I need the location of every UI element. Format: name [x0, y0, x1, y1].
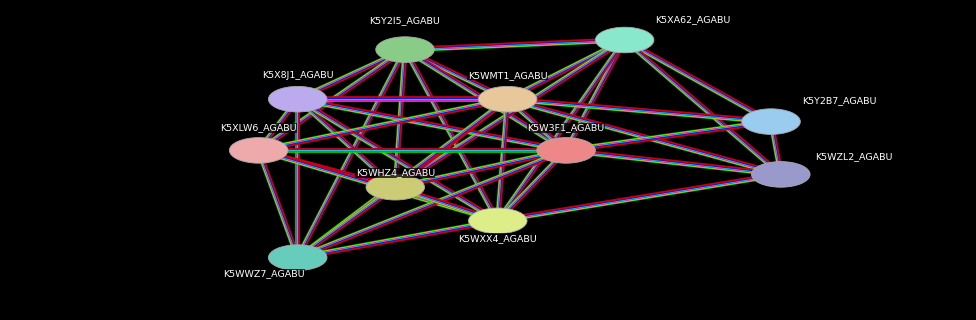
Ellipse shape	[366, 174, 425, 200]
Ellipse shape	[376, 37, 434, 62]
Text: K5X8J1_AGABU: K5X8J1_AGABU	[262, 71, 334, 80]
Text: K5Y2I5_AGABU: K5Y2I5_AGABU	[370, 16, 440, 25]
Ellipse shape	[229, 138, 288, 163]
Text: K5WHZ4_AGABU: K5WHZ4_AGABU	[355, 168, 435, 177]
Ellipse shape	[537, 138, 595, 163]
Text: K5WZL2_AGABU: K5WZL2_AGABU	[815, 152, 893, 161]
Text: K5WWZ7_AGABU: K5WWZ7_AGABU	[223, 269, 305, 278]
Text: K5XLW6_AGABU: K5XLW6_AGABU	[221, 124, 297, 132]
Ellipse shape	[468, 208, 527, 234]
Ellipse shape	[268, 245, 327, 270]
Ellipse shape	[268, 86, 327, 112]
Text: K5Y2B7_AGABU: K5Y2B7_AGABU	[802, 96, 876, 105]
Ellipse shape	[478, 86, 537, 112]
Ellipse shape	[742, 109, 800, 134]
Ellipse shape	[752, 162, 810, 187]
Ellipse shape	[595, 27, 654, 53]
Text: K5WMT1_AGABU: K5WMT1_AGABU	[468, 71, 548, 80]
Text: K5W3F1_AGABU: K5W3F1_AGABU	[527, 124, 605, 132]
Text: K5XA62_AGABU: K5XA62_AGABU	[655, 15, 731, 24]
Text: K5WXX4_AGABU: K5WXX4_AGABU	[459, 234, 537, 243]
